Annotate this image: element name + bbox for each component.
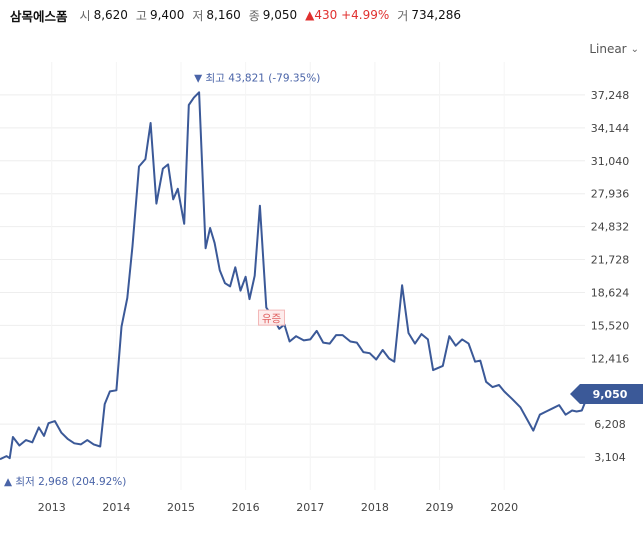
x-tick-label: 2017 bbox=[296, 501, 324, 514]
x-tick-label: 2013 bbox=[38, 501, 66, 514]
last-value-label: 9,050 bbox=[593, 388, 628, 401]
x-tick-label: 2019 bbox=[426, 501, 454, 514]
y-tick-label: 18,624 bbox=[591, 286, 630, 299]
y-axis: 37,248 34,144 31,040 27,936 24,832 21,728 18,6… bbox=[591, 89, 630, 464]
scale-toggle-button[interactable]: Linear ⌄ bbox=[589, 42, 639, 56]
close-value: 9,050 bbox=[262, 8, 298, 22]
suspend-badge bbox=[257, 309, 285, 326]
close-label: 종 bbox=[248, 8, 260, 23]
max-annotation: ▼ 최고 43,821 (-79.35%) bbox=[194, 72, 320, 84]
stock-header: 삼목에스폼 시 8,620 고 9,400 저 8,160 종 9,050 ▲4… bbox=[0, 0, 643, 30]
high-value: 9,400 bbox=[149, 8, 185, 22]
y-tick-label: 24,832 bbox=[591, 221, 630, 234]
y-tick-label: 37,248 bbox=[591, 89, 630, 102]
x-tick-label: 2018 bbox=[361, 501, 389, 514]
chevron-down-icon: ⌄ bbox=[630, 43, 639, 55]
y-tick-label: 34,144 bbox=[591, 122, 630, 135]
change-value: ▲430 +4.99% bbox=[305, 8, 389, 22]
y-tick-label: 15,520 bbox=[591, 319, 630, 332]
open-label: 시 bbox=[79, 8, 91, 23]
volume-label: 거 bbox=[397, 8, 409, 23]
up-arrow-icon: ▲ bbox=[305, 8, 315, 22]
low-value: 8,160 bbox=[206, 8, 241, 22]
open-value: 8,620 bbox=[93, 8, 128, 22]
x-axis: 2013 2014 2015 2016 2017 2018 2019 2020 bbox=[38, 501, 518, 514]
y-tick-label: 31,040 bbox=[591, 155, 630, 168]
change-percent: +4.99% bbox=[341, 8, 390, 22]
scale-label: Linear bbox=[589, 42, 627, 56]
grid-lines bbox=[0, 62, 585, 490]
last-value-badge bbox=[570, 384, 643, 405]
x-tick-label: 2014 bbox=[102, 501, 130, 514]
x-tick-label: 2016 bbox=[232, 501, 260, 514]
suspend-label: 유증 bbox=[262, 313, 282, 325]
y-tick-label: 6,208 bbox=[594, 418, 626, 431]
high-label: 고 bbox=[135, 8, 147, 23]
volume-value: 734,286 bbox=[411, 8, 461, 22]
x-tick-label: 2020 bbox=[490, 501, 518, 514]
y-tick-label: 27,936 bbox=[591, 188, 630, 201]
y-tick-label: 21,728 bbox=[591, 254, 630, 267]
stock-name: 삼목에스폼 bbox=[10, 8, 68, 24]
y-tick-label: 3,104 bbox=[594, 451, 626, 464]
min-annotation: ▲ 최저 2,968 (204.92%) bbox=[4, 476, 126, 488]
x-tick-label: 2015 bbox=[167, 501, 195, 514]
y-tick-label: 12,416 bbox=[591, 352, 630, 365]
change-amount: 430 bbox=[314, 8, 338, 22]
low-label: 저 bbox=[192, 8, 204, 23]
